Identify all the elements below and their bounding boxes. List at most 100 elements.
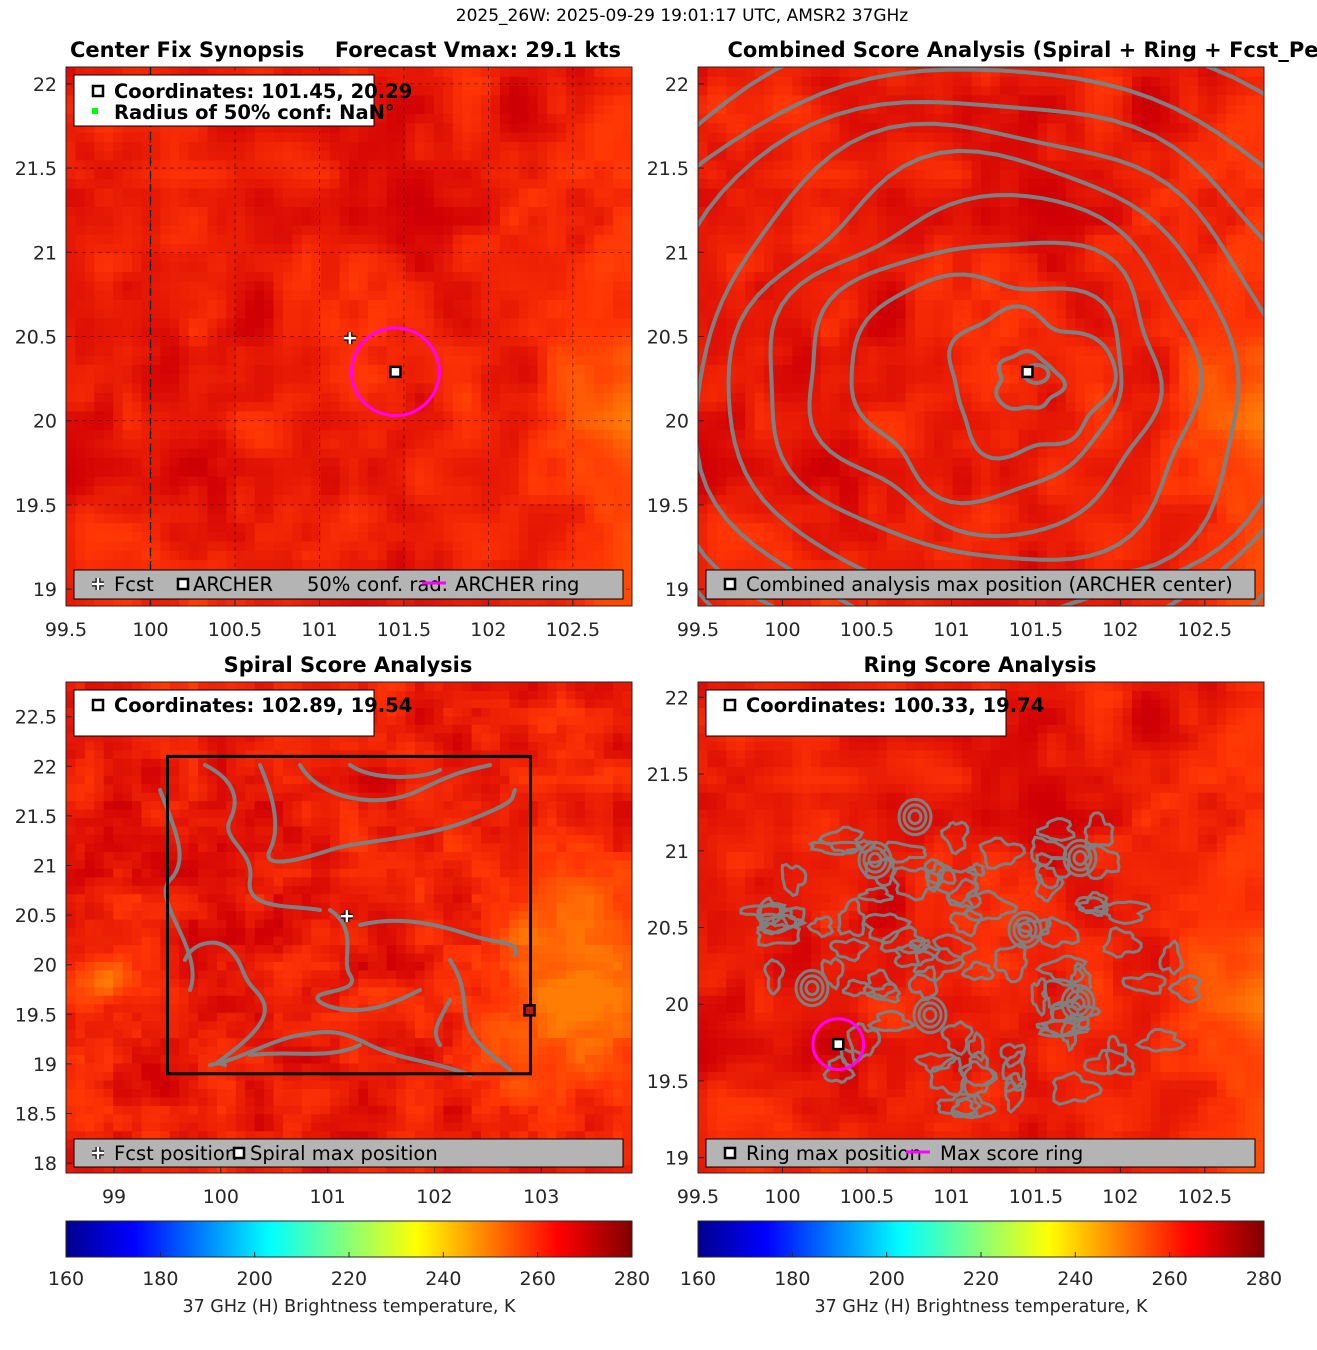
- heatmap-cell: [792, 559, 803, 570]
- heatmap-cell: [311, 494, 322, 505]
- heatmap-cell: [264, 299, 275, 310]
- heatmap-cell: [235, 122, 246, 133]
- heatmap-cell: [462, 308, 473, 319]
- heatmap-cell: [396, 243, 407, 254]
- heatmap-cell: [415, 550, 426, 561]
- heatmap-cell: [613, 559, 624, 570]
- heatmap-cell: [830, 76, 841, 87]
- heatmap-cell: [924, 271, 935, 282]
- heatmap-cell: [358, 503, 369, 514]
- heatmap-cell: [150, 187, 161, 198]
- heatmap-cell: [528, 141, 539, 152]
- heatmap-cell: [556, 513, 567, 523]
- heatmap-cell: [84, 540, 95, 551]
- heatmap-cell: [141, 224, 152, 235]
- heatmap-cell: [103, 132, 114, 142]
- heatmap-cell: [330, 224, 341, 235]
- heatmap-cell: [848, 522, 859, 533]
- heatmap-cell: [141, 215, 152, 226]
- heatmap-cell: [264, 596, 275, 606]
- heatmap-cell: [198, 234, 209, 245]
- heatmap-cell: [245, 169, 256, 180]
- heatmap-cell: [103, 252, 114, 263]
- heatmap-cell: [792, 187, 803, 198]
- heatmap-cell: [113, 178, 124, 189]
- heatmap-cell: [188, 299, 199, 310]
- heatmap-cell: [396, 448, 407, 458]
- heatmap-cell: [613, 438, 624, 449]
- heatmap-cell: [339, 494, 350, 505]
- heatmap-cell: [782, 355, 793, 365]
- heatmap-cell: [867, 355, 878, 365]
- heatmap-cell: [603, 234, 614, 245]
- heatmap-cell: [537, 485, 548, 496]
- heatmap-cell: [405, 345, 416, 356]
- heatmap-cell: [556, 503, 567, 514]
- heatmap-cell: [216, 299, 227, 310]
- heatmap-cell: [698, 243, 709, 254]
- heatmap-cell: [396, 280, 407, 291]
- heatmap-cell: [254, 559, 265, 570]
- heatmap-cell: [311, 252, 322, 263]
- heatmap-cell: [188, 336, 199, 347]
- heatmap-cell: [188, 290, 199, 300]
- heatmap-cell: [622, 355, 632, 365]
- heatmap-cell: [452, 392, 463, 403]
- heatmap-cell: [858, 457, 869, 468]
- heatmap-cell: [443, 429, 454, 440]
- heatmap-cell: [179, 392, 190, 403]
- panel-b-title: Combined Score Analysis (Spiral + Ring +…: [727, 38, 1317, 62]
- heatmap-cell: [735, 113, 746, 124]
- heatmap-cell: [792, 327, 803, 338]
- heatmap-cell: [132, 178, 143, 189]
- heatmap-cell: [886, 252, 897, 263]
- heatmap-cell: [471, 122, 482, 133]
- heatmap-cell: [745, 429, 756, 440]
- heatmap-cell: [235, 382, 246, 393]
- heatmap-cell: [160, 401, 171, 412]
- heatmap-cell: [320, 224, 331, 235]
- heatmap-cell: [424, 317, 435, 328]
- heatmap-cell: [245, 475, 256, 486]
- heatmap-cell: [811, 466, 822, 477]
- heatmap-cell: [301, 401, 312, 412]
- x-tick-label: 100.5: [208, 619, 262, 641]
- heatmap-cell: [264, 355, 275, 365]
- heatmap-cell: [471, 67, 482, 77]
- heatmap-cell: [622, 559, 632, 570]
- heatmap-cell: [792, 122, 803, 133]
- heatmap-cell: [490, 243, 501, 254]
- heatmap-cell: [886, 113, 897, 124]
- heatmap-cell: [386, 280, 397, 291]
- heatmap-cell: [254, 122, 265, 133]
- heatmap-cell: [914, 485, 925, 496]
- heatmap-cell: [773, 429, 784, 440]
- heatmap-cell: [301, 345, 312, 356]
- heatmap-cell: [216, 197, 227, 207]
- heatmap-cell: [141, 540, 152, 551]
- heatmap-cell: [132, 503, 143, 514]
- heatmap-cell: [301, 150, 312, 161]
- heatmap-cell: [537, 132, 548, 142]
- heatmap-cell: [235, 327, 246, 338]
- heatmap-cell: [103, 420, 114, 431]
- heatmap-cell: [499, 187, 510, 198]
- heatmap-cell: [716, 345, 727, 356]
- heatmap-cell: [415, 345, 426, 356]
- heatmap-cell: [716, 290, 727, 300]
- heatmap-cell: [160, 224, 171, 235]
- heatmap-cell: [160, 494, 171, 505]
- heatmap-cell: [603, 336, 614, 347]
- heatmap-cell: [792, 197, 803, 207]
- heatmap-cell: [584, 559, 595, 570]
- heatmap-cell: [188, 178, 199, 189]
- heatmap-cell: [584, 67, 595, 77]
- heatmap-cell: [698, 234, 709, 245]
- heatmap-cell: [462, 271, 473, 282]
- heatmap-cell: [320, 197, 331, 207]
- heatmap-cell: [848, 494, 859, 505]
- heatmap-cell: [830, 178, 841, 189]
- heatmap-cell: [188, 187, 199, 198]
- heatmap-cell: [452, 466, 463, 477]
- heatmap-cell: [198, 224, 209, 235]
